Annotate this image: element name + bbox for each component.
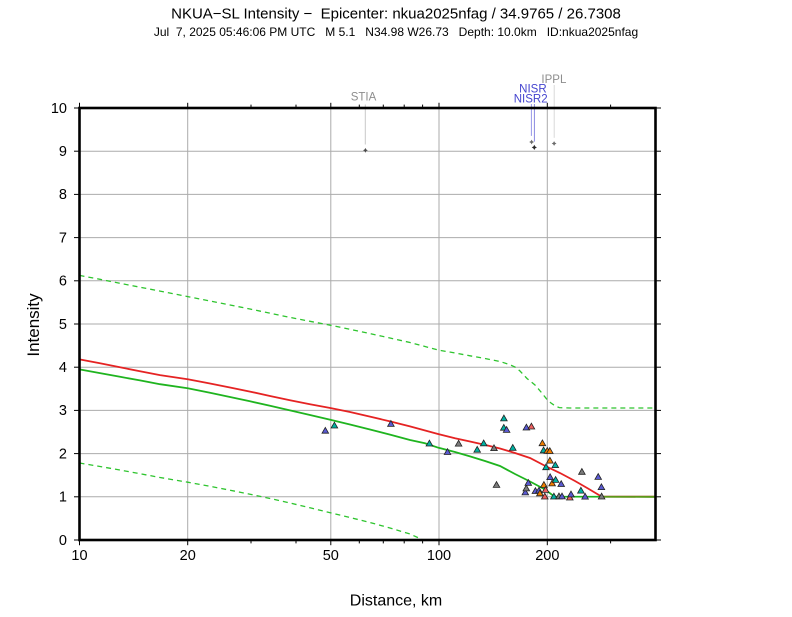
svg-text:Distance, km: Distance, km (350, 593, 442, 610)
svg-text:4: 4 (59, 360, 67, 376)
svg-text:10: 10 (71, 548, 87, 564)
svg-text:10: 10 (51, 101, 67, 117)
svg-text:8: 8 (59, 187, 67, 203)
svg-text:7: 7 (59, 230, 67, 246)
svg-text:0: 0 (59, 533, 67, 549)
svg-text:1: 1 (59, 490, 67, 506)
svg-text:Jul 7, 2025 05:46:06 PM UTC: Jul 7, 2025 05:46:06 PM UTC M 5.1 N34.98… (154, 25, 638, 39)
svg-text:3: 3 (59, 403, 67, 419)
svg-text:STIA: STIA (351, 92, 377, 104)
svg-text:50: 50 (323, 548, 339, 564)
svg-text:100: 100 (427, 548, 451, 564)
svg-text:9: 9 (59, 144, 67, 160)
svg-text:NISR: NISR (519, 84, 546, 96)
svg-text:200: 200 (535, 548, 559, 564)
svg-text:2: 2 (59, 446, 67, 462)
svg-text:NISR2: NISR2 (514, 94, 548, 106)
svg-text:Intensity: Intensity (24, 293, 43, 357)
svg-text:20: 20 (180, 548, 196, 564)
svg-text:NKUA−SL Intensity − Epicenter: NKUA−SL Intensity − Epicenter: nkua2025n… (171, 6, 621, 23)
svg-text:IPPL: IPPL (541, 74, 567, 86)
svg-text:6: 6 (59, 274, 67, 290)
svg-text:5: 5 (59, 317, 67, 333)
